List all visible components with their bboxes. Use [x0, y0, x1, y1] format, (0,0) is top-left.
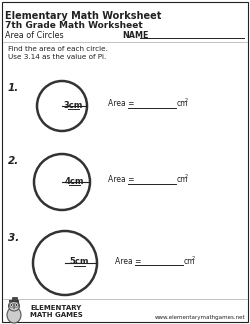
Text: cm: cm: [177, 176, 188, 184]
Text: ELEMENTARY: ELEMENTARY: [30, 305, 81, 311]
Text: Find the area of each circle.: Find the area of each circle.: [8, 46, 108, 52]
Polygon shape: [13, 307, 15, 309]
Text: Area =: Area =: [108, 176, 137, 184]
Text: MATH GAMES: MATH GAMES: [30, 312, 83, 318]
Text: 3.: 3.: [8, 233, 19, 243]
Text: 2.: 2.: [8, 156, 19, 166]
Text: 2: 2: [185, 98, 188, 103]
Text: 5cm: 5cm: [70, 258, 89, 267]
Text: 2: 2: [192, 256, 195, 260]
Text: 3cm: 3cm: [64, 100, 83, 110]
Circle shape: [37, 81, 87, 131]
Text: 7th Grade Math Worksheet: 7th Grade Math Worksheet: [5, 21, 143, 30]
Text: cm: cm: [184, 257, 196, 265]
Circle shape: [16, 304, 18, 306]
Text: Area of Circles: Area of Circles: [5, 31, 64, 40]
Bar: [12, 297, 16, 301]
Text: cm: cm: [177, 99, 188, 109]
Text: 2: 2: [185, 175, 188, 179]
Text: Elementary Math Worksheet: Elementary Math Worksheet: [5, 11, 162, 21]
Circle shape: [9, 303, 14, 307]
Circle shape: [33, 231, 97, 295]
Text: Area =: Area =: [108, 99, 137, 109]
Text: Area =: Area =: [115, 257, 144, 265]
Ellipse shape: [8, 301, 20, 311]
Text: Use 3.14 as the value of Pi.: Use 3.14 as the value of Pi.: [8, 54, 106, 60]
Text: 1.: 1.: [8, 83, 19, 93]
Text: 4cm: 4cm: [65, 177, 84, 186]
Circle shape: [34, 154, 90, 210]
Circle shape: [14, 303, 19, 307]
Circle shape: [10, 304, 12, 306]
Ellipse shape: [7, 307, 21, 323]
Text: NAME: NAME: [122, 31, 148, 40]
Text: www.elementarymathgames.net: www.elementarymathgames.net: [154, 315, 245, 320]
